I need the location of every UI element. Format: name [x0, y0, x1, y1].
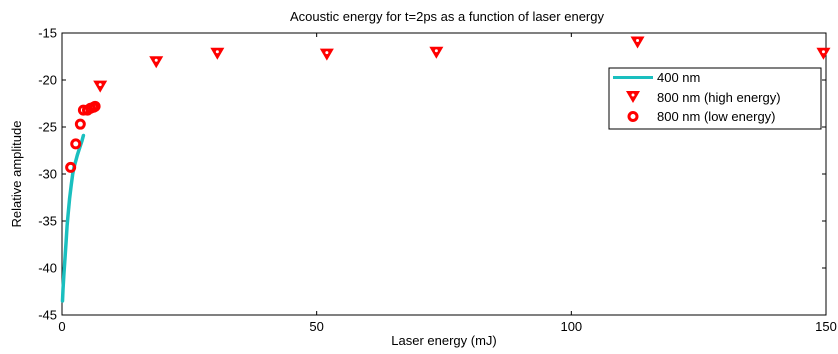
- x-tick-label: 0: [58, 319, 65, 334]
- x-tick-label: 150: [815, 319, 837, 334]
- triangle-marker-center: [434, 49, 438, 53]
- x-tick-label: 100: [560, 319, 582, 334]
- triangle-marker: [816, 47, 831, 60]
- data-point-low-energy: [65, 161, 77, 173]
- data-point-high-energy: [630, 36, 645, 49]
- legend-marker-high-energy: [626, 91, 640, 103]
- triangle-marker: [210, 47, 225, 60]
- triangle-marker: [319, 48, 334, 61]
- data-point-high-energy: [429, 46, 444, 59]
- triangle-marker-center: [821, 50, 825, 54]
- legend-label-high-energy: 800 nm (high energy): [657, 90, 781, 105]
- data-point-low-energy: [74, 118, 86, 130]
- x-axis-label: Laser energy (mJ): [391, 333, 496, 348]
- y-tick-label: -30: [38, 167, 57, 182]
- triangle-marker-center: [154, 58, 158, 62]
- y-tick-label: -45: [38, 308, 57, 323]
- y-tick-label: -35: [38, 214, 57, 229]
- y-tick-label: -40: [38, 261, 57, 276]
- data-point-low-energy: [70, 138, 82, 150]
- legend-label-400nm: 400 nm: [657, 70, 700, 85]
- y-axis-ticks: -45 -40 -35 -30 -25 -20 -15: [38, 26, 826, 323]
- triangle-marker-center: [98, 83, 102, 87]
- chart-title: Acoustic energy for t=2ps as a function …: [290, 9, 604, 24]
- y-tick-label: -25: [38, 120, 57, 135]
- triangle-marker-center: [215, 50, 219, 54]
- y-tick-label: -20: [38, 73, 57, 88]
- y-axis-label: Relative amplitude: [9, 121, 24, 228]
- series-line-400nm: [60, 133, 86, 303]
- x-axis-ticks: 0 50 100 150: [58, 33, 837, 334]
- triangle-marker-center: [325, 51, 329, 55]
- legend-marker-low-energy: [627, 111, 639, 122]
- data-point-high-energy: [319, 48, 334, 61]
- data-point-high-energy: [210, 47, 225, 60]
- triangle-marker-center: [636, 38, 640, 42]
- data-point-low-energy: [89, 100, 101, 112]
- data-point-high-energy: [816, 47, 831, 60]
- triangle-marker: [429, 46, 444, 59]
- legend: 400 nm 800 nm (high energy) 800 nm (low …: [608, 67, 822, 130]
- triangle-marker: [630, 36, 645, 49]
- data-point-high-energy: [149, 56, 164, 69]
- y-tick-label: -15: [38, 26, 57, 41]
- series-layer: [60, 36, 831, 303]
- x-tick-label: 50: [309, 319, 323, 334]
- triangle-marker: [93, 80, 108, 93]
- triangle-marker: [149, 56, 164, 69]
- legend-label-low-energy: 800 nm (low energy): [657, 109, 776, 124]
- data-point-high-energy: [93, 80, 108, 93]
